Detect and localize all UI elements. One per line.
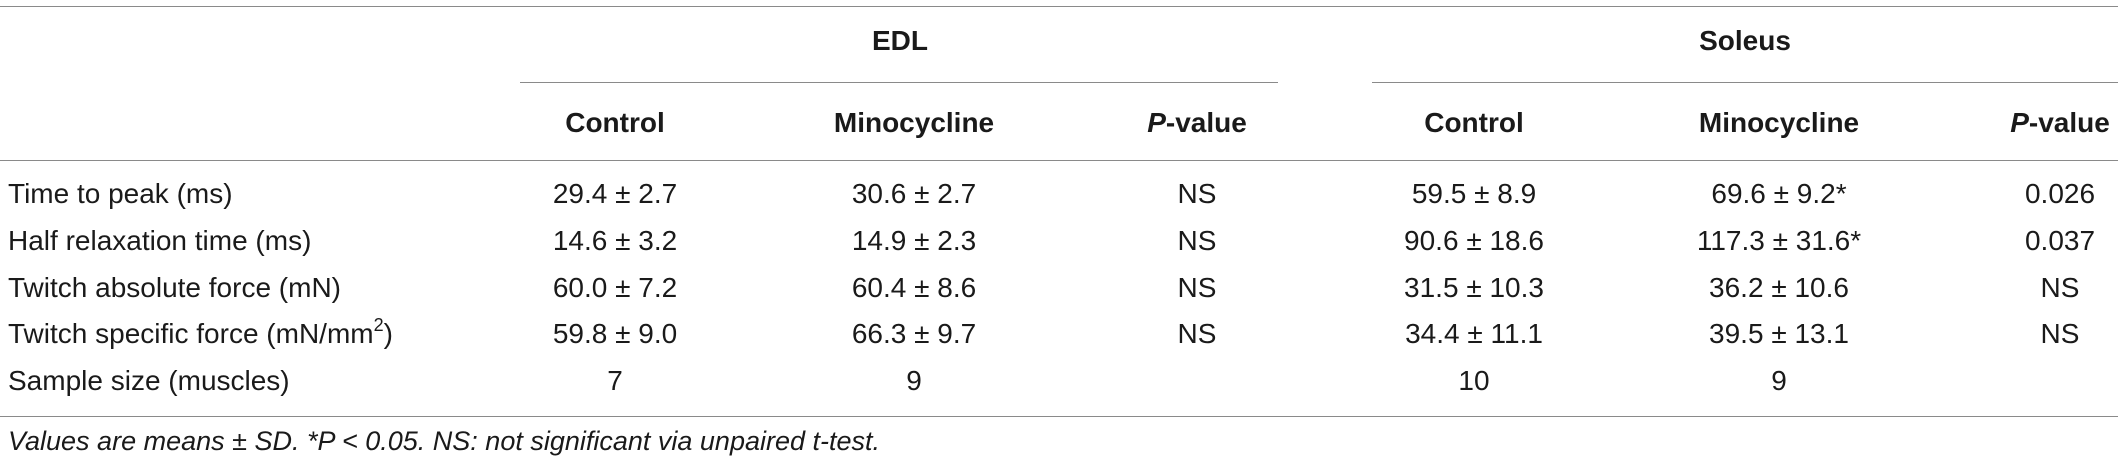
cell-soleus-control: 31.5 ± 10.3 — [1404, 272, 1544, 303]
cell-soleus-control: 34.4 ± 11.1 — [1405, 318, 1543, 349]
col-header-soleus-pvalue: P-value — [2010, 106, 2110, 140]
p-suffix: -value — [1165, 107, 1247, 138]
cell-edl-control: 14.6 ± 3.2 — [552, 225, 678, 256]
col-header-edl-control: Control — [565, 107, 665, 138]
cell-soleus-pvalue: NS — [2040, 272, 2080, 303]
cell-soleus-minocycline: 117.3 ± 31.6* — [1696, 225, 1862, 256]
cell-soleus-control: 59.5 ± 8.9 — [1411, 178, 1537, 209]
cell-edl-control: 7 — [607, 365, 623, 396]
cell-edl-minocycline: 60.4 ± 8.6 — [851, 272, 977, 303]
col-header-soleus-control: Control — [1424, 107, 1524, 138]
col-header-soleus-minocycline: Minocycline — [1698, 107, 1860, 138]
cell-edl-pvalue: NS — [1177, 225, 1217, 256]
group-header-soleus: Soleus — [1699, 25, 1791, 56]
col-header-edl-pvalue: P-value — [1147, 106, 1247, 140]
cell-soleus-minocycline: 36.2 ± 10.6 — [1709, 272, 1849, 303]
cell-edl-pvalue: NS — [1177, 178, 1217, 209]
row-label: Twitch specific force (mN/mm2) — [8, 314, 393, 351]
cell-edl-pvalue: NS — [1177, 318, 1217, 349]
row-label-end: ) — [383, 318, 393, 349]
p-italic: P — [2010, 107, 2029, 138]
cell-edl-control: 60.0 ± 7.2 — [552, 272, 678, 303]
cell-soleus-pvalue: NS — [2040, 318, 2080, 349]
cell-edl-minocycline: 9 — [906, 365, 922, 396]
soleus-group-rule — [1372, 82, 2118, 83]
header-bottom-rule — [0, 160, 2118, 161]
cell-soleus-control: 10 — [1458, 365, 1490, 396]
row-label-superscript: 2 — [373, 314, 384, 335]
p-suffix: -value — [2028, 107, 2110, 138]
row-label: Twitch absolute force (mN) — [8, 272, 341, 303]
table-footnote: Values are means ± SD. *P < 0.05. NS: no… — [8, 426, 881, 456]
cell-edl-minocycline: 30.6 ± 2.7 — [851, 178, 977, 209]
row-label: Half relaxation time (ms) — [8, 225, 312, 256]
group-header-edl: EDL — [872, 25, 928, 56]
cell-edl-pvalue: NS — [1177, 272, 1217, 303]
cell-edl-minocycline: 14.9 ± 2.3 — [851, 225, 977, 256]
col-header-edl-minocycline: Minocycline — [833, 107, 995, 138]
edl-group-rule — [520, 82, 1278, 83]
cell-soleus-minocycline: 69.6 ± 9.2* — [1711, 178, 1847, 209]
cell-edl-minocycline: 66.3 ± 9.7 — [851, 318, 977, 349]
row-label-main: Twitch specific force (mN/mm — [8, 318, 374, 349]
cell-soleus-minocycline: 39.5 ± 13.1 — [1709, 318, 1849, 349]
cell-edl-control: 29.4 ± 2.7 — [552, 178, 678, 209]
cell-soleus-control: 90.6 ± 18.6 — [1404, 225, 1544, 256]
p-italic: P — [1147, 107, 1166, 138]
cell-soleus-minocycline: 9 — [1771, 365, 1787, 396]
cell-soleus-pvalue: 0.026 — [2024, 178, 2096, 209]
cell-edl-control: 59.8 ± 9.0 — [552, 318, 678, 349]
row-label: Time to peak (ms) — [8, 178, 233, 209]
cell-soleus-pvalue: 0.037 — [2024, 225, 2096, 256]
row-label: Sample size (muscles) — [8, 365, 290, 396]
table-top-rule — [0, 6, 2118, 7]
table-bottom-rule — [0, 416, 2118, 417]
